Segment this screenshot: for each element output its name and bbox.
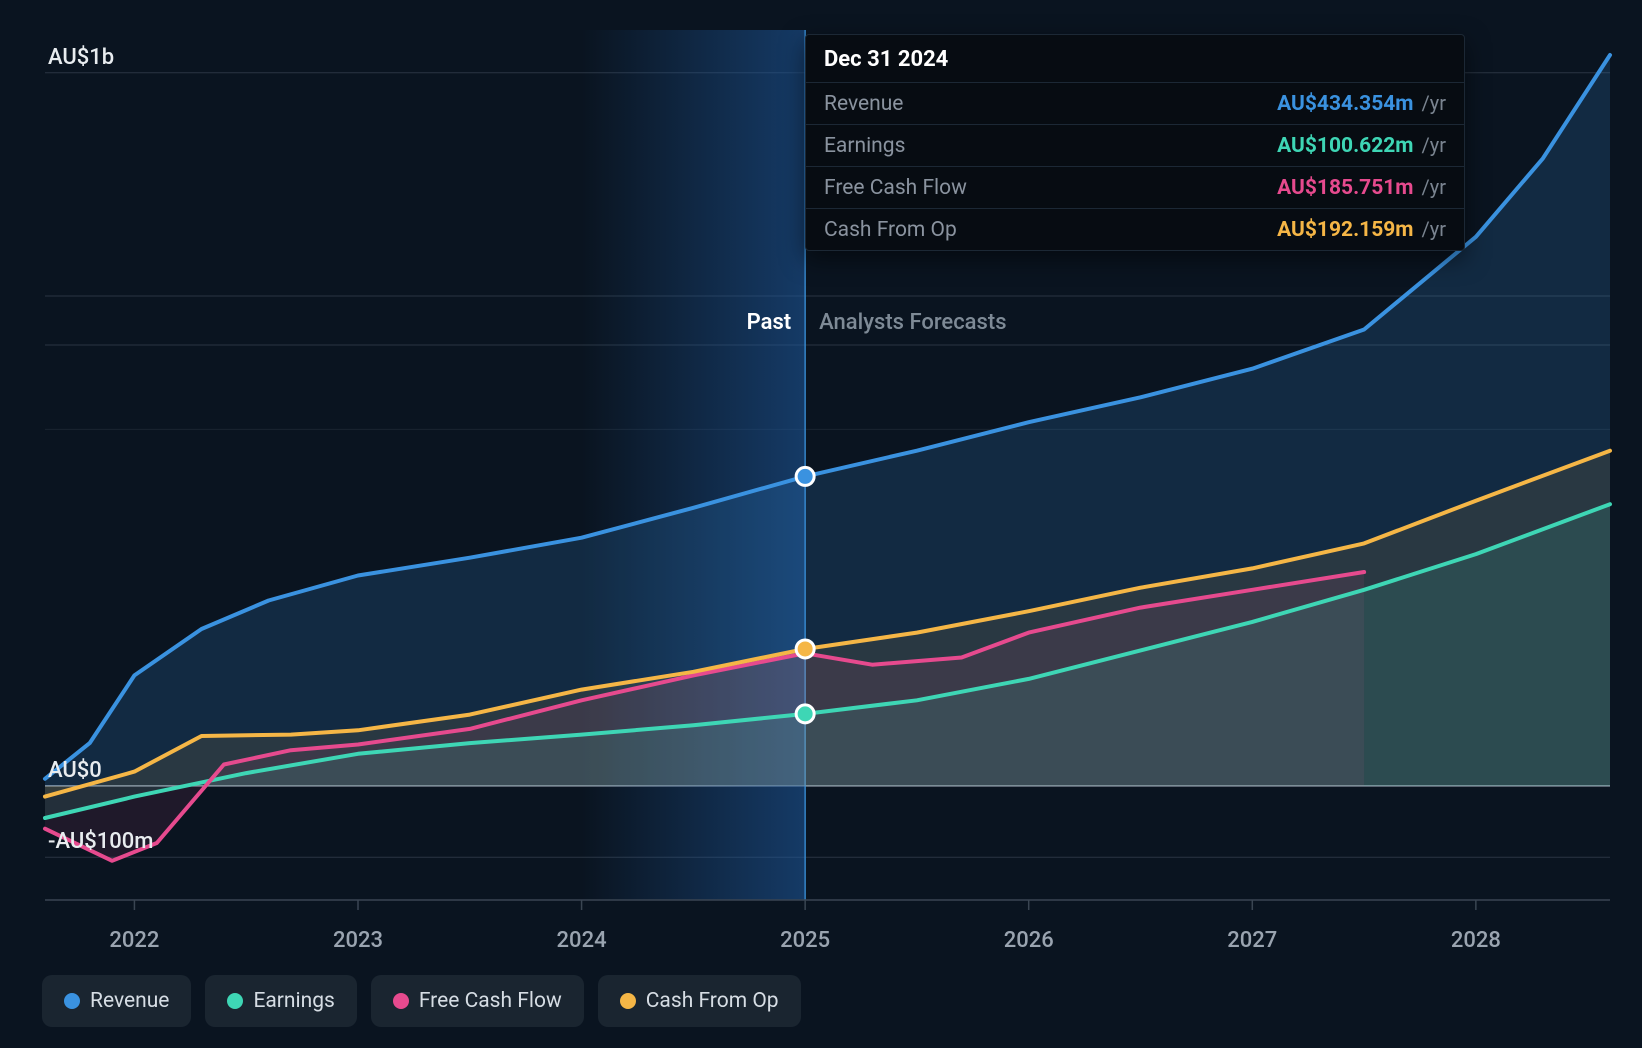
x-axis-tick-label: 2026 (1004, 928, 1054, 953)
x-axis-tick-label: 2023 (333, 928, 383, 953)
x-axis-tick-label: 2027 (1227, 928, 1277, 953)
tooltip-unit: /yr (1422, 217, 1447, 241)
legend: Revenue Earnings Free Cash Flow Cash From O… (42, 975, 801, 1027)
y-axis-tick-label: AU$1b (48, 45, 114, 70)
x-axis-tick-label: 2022 (109, 928, 159, 953)
legend-label: Cash From Op (646, 989, 779, 1013)
tooltip-metric-value: AU$185.751m (1277, 176, 1413, 200)
tooltip-unit: /yr (1422, 91, 1447, 115)
x-axis-tick-label: 2025 (780, 928, 830, 953)
tooltip-metric-label: Revenue (824, 92, 1277, 116)
tooltip-row: Cash From OpAU$192.159m/yr (806, 208, 1464, 250)
past-label: Past (747, 310, 792, 335)
tooltip-unit: /yr (1422, 175, 1447, 199)
tooltip-date: Dec 31 2024 (806, 35, 1464, 82)
legend-swatch-icon (393, 993, 409, 1009)
tooltip-row: EarningsAU$100.622m/yr (806, 124, 1464, 166)
tooltip-metric-label: Free Cash Flow (824, 176, 1277, 200)
hover-tooltip: Dec 31 2024 RevenueAU$434.354m/yrEarning… (805, 34, 1465, 251)
legend-label: Earnings (253, 989, 334, 1013)
tooltip-row: RevenueAU$434.354m/yr (806, 82, 1464, 124)
tooltip-metric-value: AU$434.354m (1277, 92, 1413, 116)
tooltip-metric-value: AU$192.159m (1277, 218, 1413, 242)
financial-forecast-chart: -AU$100m AU$0 AU$1b 2022 2023 2024 2025 2026 20… (0, 0, 1642, 1048)
legend-swatch-icon (227, 993, 243, 1009)
y-axis-tick-label: -AU$100m (48, 829, 153, 854)
legend-swatch-icon (64, 993, 80, 1009)
x-axis-tick-label: 2028 (1451, 928, 1501, 953)
legend-item-earnings[interactable]: Earnings (205, 975, 356, 1027)
tooltip-unit: /yr (1422, 133, 1447, 157)
legend-item-revenue[interactable]: Revenue (42, 975, 191, 1027)
legend-label: Revenue (90, 989, 169, 1013)
tooltip-metric-value: AU$100.622m (1277, 134, 1413, 158)
legend-swatch-icon (620, 993, 636, 1009)
legend-item-free-cash-flow[interactable]: Free Cash Flow (371, 975, 584, 1027)
tooltip-metric-label: Cash From Op (824, 218, 1277, 242)
legend-label: Free Cash Flow (419, 989, 562, 1013)
y-axis-tick-label: AU$0 (48, 758, 102, 783)
legend-item-cash-from-op[interactable]: Cash From Op (598, 975, 801, 1027)
tooltip-metric-label: Earnings (824, 134, 1277, 158)
analysts-forecasts-label: Analysts Forecasts (819, 310, 1006, 335)
x-axis-tick-label: 2024 (557, 928, 607, 953)
tooltip-row: Free Cash FlowAU$185.751m/yr (806, 166, 1464, 208)
